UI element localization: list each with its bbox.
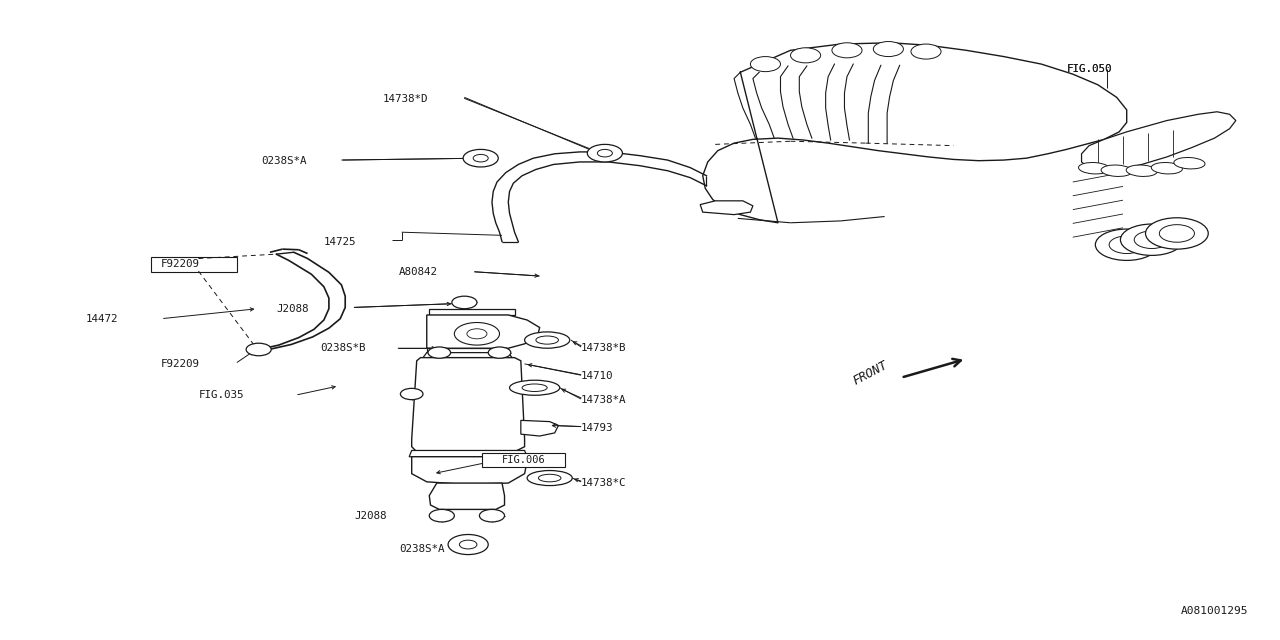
Text: 14738*D: 14738*D <box>383 93 429 104</box>
Polygon shape <box>429 483 504 509</box>
Text: J2088: J2088 <box>355 511 387 521</box>
Circle shape <box>480 509 504 522</box>
FancyBboxPatch shape <box>483 453 564 467</box>
FancyBboxPatch shape <box>151 257 237 273</box>
Text: 14793: 14793 <box>581 423 613 433</box>
Polygon shape <box>412 457 527 484</box>
Text: F92209: F92209 <box>161 259 200 269</box>
Circle shape <box>750 56 781 72</box>
Text: J2088: J2088 <box>276 304 308 314</box>
Ellipse shape <box>1101 165 1133 177</box>
Text: FRONT: FRONT <box>851 359 890 388</box>
Circle shape <box>1120 224 1183 255</box>
Ellipse shape <box>527 470 572 486</box>
Text: 14472: 14472 <box>86 314 118 324</box>
Text: 14710: 14710 <box>581 371 613 381</box>
Text: 0238S*A: 0238S*A <box>399 544 444 554</box>
Text: 0238S*B: 0238S*B <box>320 343 366 353</box>
Text: FIG.050: FIG.050 <box>1066 64 1112 74</box>
Polygon shape <box>422 353 512 358</box>
Circle shape <box>401 388 422 399</box>
Circle shape <box>488 347 511 358</box>
Ellipse shape <box>1079 163 1110 174</box>
Text: A081001295: A081001295 <box>1181 606 1248 616</box>
Circle shape <box>1146 218 1208 249</box>
Text: 14738*C: 14738*C <box>581 478 626 488</box>
Polygon shape <box>412 358 525 452</box>
Text: 0238S*A: 0238S*A <box>261 156 307 166</box>
Polygon shape <box>426 315 540 348</box>
Circle shape <box>873 42 904 56</box>
Text: FIG.035: FIG.035 <box>198 390 244 400</box>
Text: 14725: 14725 <box>324 237 356 246</box>
Circle shape <box>454 323 499 345</box>
Ellipse shape <box>1126 165 1157 177</box>
Circle shape <box>428 347 451 358</box>
Polygon shape <box>1082 112 1236 171</box>
Polygon shape <box>700 201 753 214</box>
Polygon shape <box>429 308 515 315</box>
Text: 14738*B: 14738*B <box>581 343 626 353</box>
Text: FIG.050: FIG.050 <box>1066 64 1112 74</box>
Text: FIG.006: FIG.006 <box>502 455 545 465</box>
Circle shape <box>429 509 454 522</box>
Ellipse shape <box>1151 163 1183 174</box>
Ellipse shape <box>1174 157 1204 169</box>
Circle shape <box>832 43 861 58</box>
Circle shape <box>791 48 820 63</box>
Circle shape <box>246 343 271 356</box>
Circle shape <box>448 534 488 555</box>
Circle shape <box>911 44 941 59</box>
Polygon shape <box>410 451 527 457</box>
Circle shape <box>452 296 477 308</box>
Ellipse shape <box>509 380 559 396</box>
Text: A80842: A80842 <box>399 267 438 276</box>
Text: F92209: F92209 <box>161 359 200 369</box>
Circle shape <box>463 149 498 167</box>
Polygon shape <box>521 420 558 436</box>
Ellipse shape <box>525 332 570 348</box>
Circle shape <box>588 145 622 162</box>
Circle shape <box>1096 229 1158 260</box>
Text: 14738*A: 14738*A <box>581 396 626 405</box>
